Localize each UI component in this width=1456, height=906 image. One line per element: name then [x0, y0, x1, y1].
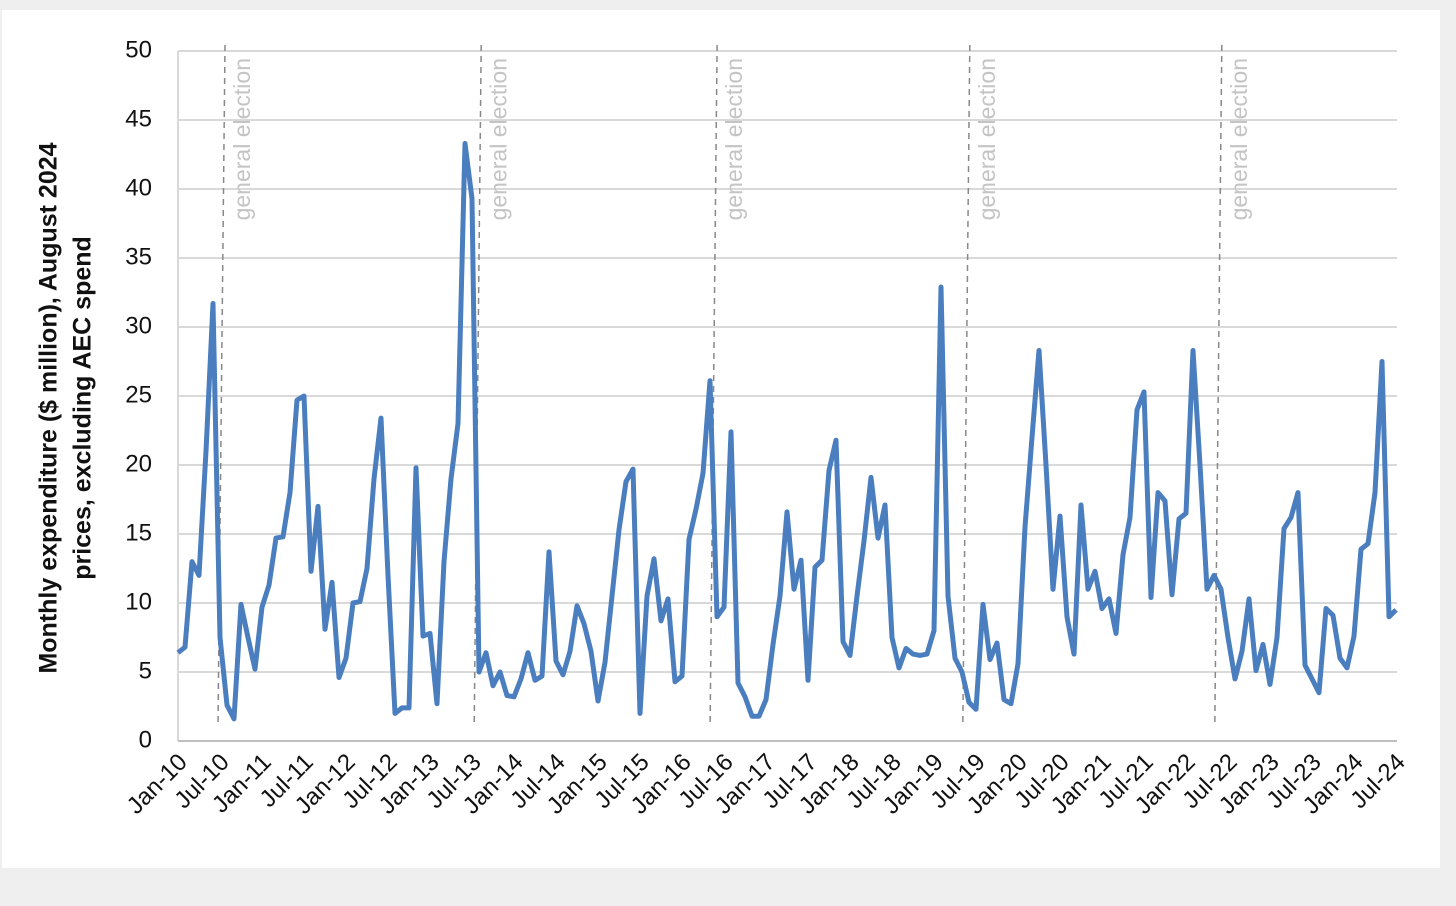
y-tick-label: 20 — [125, 450, 152, 477]
y-tick-label: 50 — [125, 36, 152, 63]
annotation: general election — [721, 58, 747, 220]
y-axis-title: prices, excluding AEC spend — [69, 236, 97, 580]
election-line — [709, 44, 718, 726]
y-tick-label: 5 — [139, 657, 152, 684]
y-axis-title: Monthly expenditure ($ million), August … — [35, 142, 63, 673]
annotation: general election — [1226, 58, 1252, 220]
y-tick-label: 30 — [125, 312, 152, 339]
data-line — [176, 141, 1398, 722]
y-tick-label: 10 — [125, 588, 152, 615]
y-tick-label: 40 — [125, 174, 152, 201]
election-line — [962, 44, 971, 726]
annotation: general election — [229, 58, 255, 220]
y-tick-label: 0 — [139, 726, 152, 753]
annotation: general election — [485, 58, 511, 220]
y-tick-label: 25 — [125, 381, 152, 408]
annotation: general election — [974, 58, 1000, 220]
y-tick-label: 15 — [125, 519, 152, 546]
y-tick-label: 35 — [125, 243, 152, 270]
election-line — [473, 44, 482, 726]
y-tick-label: 45 — [125, 105, 152, 132]
election-line — [1214, 44, 1223, 726]
